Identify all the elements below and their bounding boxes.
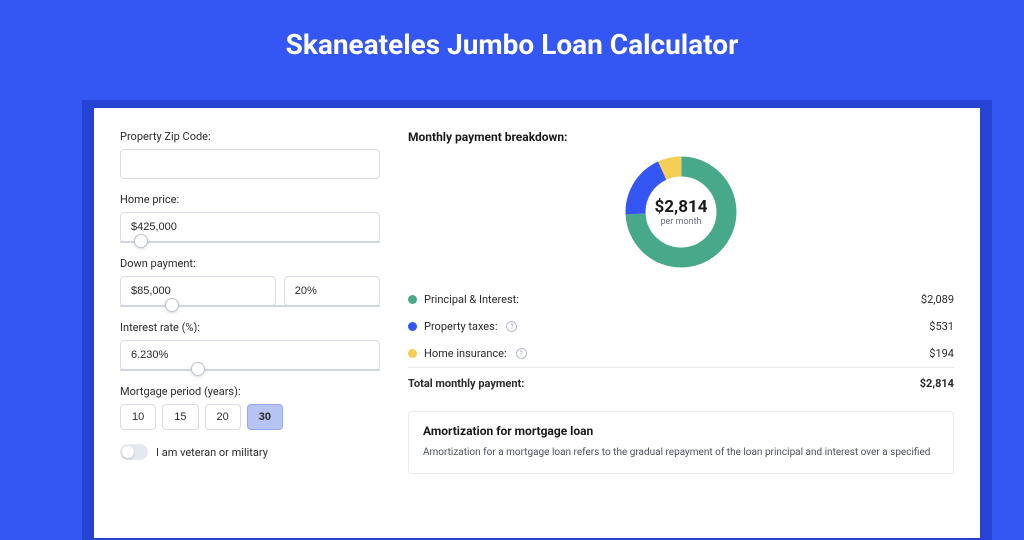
legend-label: Home insurance: <box>424 347 507 360</box>
toggle-knob <box>122 446 134 458</box>
legend-row: Home insurance:? $194 <box>408 340 954 367</box>
down-payment-slider-thumb[interactable] <box>165 298 179 312</box>
down-payment-slider[interactable] <box>120 305 380 307</box>
down-payment-label: Down payment: <box>120 257 380 270</box>
veteran-row: I am veteran or military <box>120 444 380 460</box>
legend-row: Property taxes:? $531 <box>408 313 954 340</box>
legend-label: Property taxes: <box>424 320 497 333</box>
legend: Principal & Interest: $2,089 Property taxe… <box>408 286 954 367</box>
donut-amount: $2,814 <box>655 197 708 217</box>
veteran-toggle[interactable] <box>120 444 148 460</box>
total-value: $2,814 <box>920 377 954 390</box>
amortization-text: Amortization for a mortgage loan refers … <box>423 446 939 461</box>
donut-center: $2,814 per month <box>621 152 741 272</box>
period-button-30[interactable]: 30 <box>247 404 283 430</box>
period-button-20[interactable]: 20 <box>205 404 241 430</box>
interest-rate-label: Interest rate (%): <box>120 321 380 334</box>
home-price-input[interactable] <box>120 212 380 242</box>
amortization-title: Amortization for mortgage loan <box>423 424 939 438</box>
info-icon[interactable]: ? <box>506 321 517 332</box>
donut-sub: per month <box>660 217 701 227</box>
home-price-slider[interactable] <box>120 241 380 243</box>
home-price-field: Home price: <box>120 193 380 243</box>
home-price-slider-thumb[interactable] <box>134 234 148 248</box>
period-buttons: 1015 2030 <box>120 404 380 430</box>
legend-dot <box>408 295 417 304</box>
veteran-label: I am veteran or military <box>156 446 268 459</box>
legend-value: $531 <box>929 320 954 333</box>
zip-field: Property Zip Code: <box>120 130 380 179</box>
breakdown-title: Monthly payment breakdown: <box>408 130 954 144</box>
home-price-label: Home price: <box>120 193 380 206</box>
total-row: Total monthly payment: $2,814 <box>408 367 954 397</box>
period-field: Mortgage period (years): 1015 2030 <box>120 385 380 430</box>
interest-rate-slider[interactable] <box>120 369 380 371</box>
zip-label: Property Zip Code: <box>120 130 380 143</box>
amortization-box: Amortization for mortgage loan Amortizat… <box>408 411 954 474</box>
legend-value: $2,089 <box>921 293 954 306</box>
info-icon[interactable]: ? <box>516 348 527 359</box>
donut-chart: $2,814 per month <box>621 152 741 272</box>
total-label: Total monthly payment: <box>408 377 524 390</box>
legend-row: Principal & Interest: $2,089 <box>408 286 954 313</box>
period-button-15[interactable]: 15 <box>162 404 198 430</box>
down-payment-field: Down payment: <box>120 257 380 307</box>
down-payment-input[interactable] <box>120 276 276 306</box>
down-payment-pct-input[interactable] <box>284 276 380 306</box>
interest-rate-input[interactable] <box>120 340 380 370</box>
down-payment-row <box>120 276 380 306</box>
zip-input[interactable] <box>120 149 380 179</box>
legend-dot <box>408 349 417 358</box>
legend-dot <box>408 322 417 331</box>
legend-value: $194 <box>929 347 954 360</box>
form-column: Property Zip Code: Home price: Down paym… <box>120 130 380 538</box>
legend-label: Principal & Interest: <box>424 293 519 306</box>
page-title: Skaneateles Jumbo Loan Calculator <box>0 0 1024 83</box>
period-label: Mortgage period (years): <box>120 385 380 398</box>
period-button-10[interactable]: 10 <box>120 404 156 430</box>
interest-rate-field: Interest rate (%): <box>120 321 380 371</box>
interest-rate-slider-thumb[interactable] <box>191 362 205 376</box>
results-column: Monthly payment breakdown: $2,814 per mo… <box>408 130 954 538</box>
calculator-card: Property Zip Code: Home price: Down paym… <box>94 108 980 538</box>
donut-chart-wrap: $2,814 per month <box>408 152 954 272</box>
